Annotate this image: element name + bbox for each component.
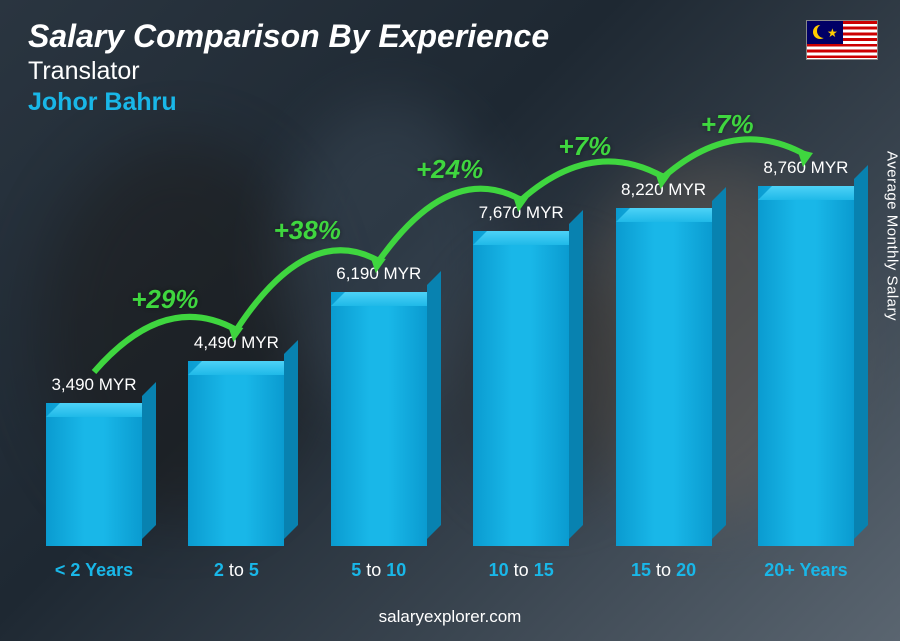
bar-x-label: < 2 Years — [55, 560, 133, 581]
bar-3d — [331, 292, 427, 546]
salary-bar-chart: 3,490 MYR < 2 Years 4,490 MYR 2 to 5 6,190 M… — [30, 155, 870, 581]
growth-pct-label: +29% — [131, 284, 198, 315]
bar-value-label: 7,670 MYR — [479, 203, 564, 223]
bar-4: 8,220 MYR 15 to 20 — [600, 180, 728, 581]
growth-pct-label: +7% — [701, 109, 754, 140]
bar-2: 6,190 MYR 5 to 10 — [315, 264, 443, 581]
bar-3d — [473, 231, 569, 546]
growth-pct-label: +38% — [274, 215, 341, 246]
bar-3d — [188, 361, 284, 546]
bar-value-label: 8,760 MYR — [763, 158, 848, 178]
bar-3d — [616, 208, 712, 546]
bar-value-label: 4,490 MYR — [194, 333, 279, 353]
bar-1: 4,490 MYR 2 to 5 — [172, 333, 300, 581]
flag-malaysia-icon: ★ — [806, 20, 878, 60]
bar-0: 3,490 MYR < 2 Years — [30, 375, 158, 581]
bar-3: 7,670 MYR 10 to 15 — [457, 203, 585, 581]
bar-x-label: 20+ Years — [764, 560, 847, 581]
y-axis-label: Average Monthly Salary — [884, 151, 900, 321]
bar-3d — [758, 186, 854, 546]
page-title: Salary Comparison By Experience — [28, 18, 872, 55]
bar-x-label: 10 to 15 — [489, 560, 554, 581]
bar-5: 8,760 MYR 20+ Years — [742, 158, 870, 581]
growth-pct-label: +24% — [416, 154, 483, 185]
bar-x-label: 15 to 20 — [631, 560, 696, 581]
growth-pct-label: +7% — [558, 131, 611, 162]
header: Salary Comparison By Experience Translat… — [28, 18, 872, 117]
bar-x-label: 2 to 5 — [214, 560, 259, 581]
bar-value-label: 3,490 MYR — [51, 375, 136, 395]
bar-value-label: 6,190 MYR — [336, 264, 421, 284]
bar-x-label: 5 to 10 — [351, 560, 406, 581]
bar-value-label: 8,220 MYR — [621, 180, 706, 200]
job-title: Translator — [28, 57, 872, 86]
bar-3d — [46, 403, 142, 546]
footer-credit: salaryexplorer.com — [0, 607, 900, 627]
